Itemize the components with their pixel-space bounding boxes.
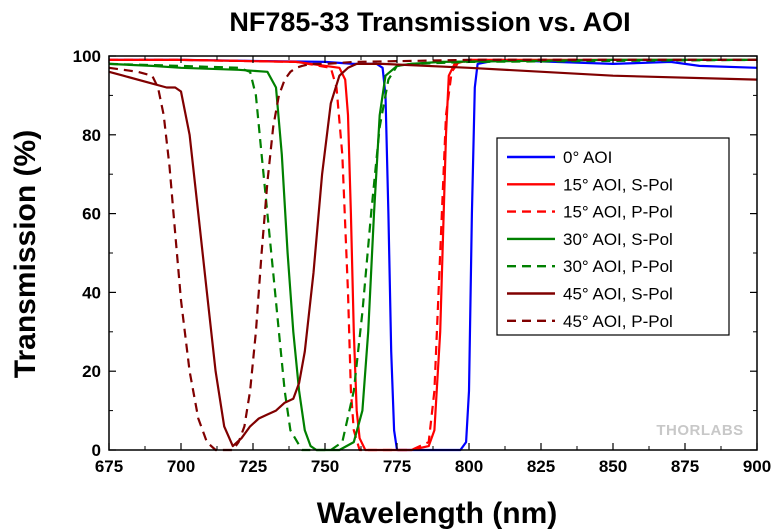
legend: 0° AOI 15° AOI, S-Pol 15° AOI, P-Pol 30° AO… <box>496 137 730 336</box>
legend-items: 0° AOI 15° AOI, S-Pol 15° AOI, P-Pol 30° AO… <box>507 148 673 331</box>
legend-box <box>496 137 730 336</box>
x-tick-label-2: 725 <box>239 457 267 476</box>
series-line-5 <box>108 62 758 448</box>
chart-title: NF785-33 Transmission vs. AOI <box>229 7 630 37</box>
legend-label-2: 15° AOI, P-Pol <box>563 203 673 222</box>
series-line-6 <box>108 58 757 452</box>
x-tick-label-7: 850 <box>599 457 627 476</box>
x-tick-label-5: 800 <box>455 457 483 476</box>
y-tick-label-5: 100 <box>73 47 101 66</box>
ticks-layer: 675 700 725 750 775 800 825 850 875 900 0 20 40 60 80 1… <box>73 47 772 476</box>
x-tick-label-9: 900 <box>743 457 771 476</box>
y-tick-label-1: 20 <box>82 362 101 381</box>
x-tick-label-1: 700 <box>167 457 195 476</box>
x-axis-label: Wavelength (nm) <box>317 497 558 530</box>
x-tick-label-6: 825 <box>527 457 555 476</box>
y-tick-label-2: 40 <box>82 283 101 302</box>
y-tick-label-0: 0 <box>92 441 101 460</box>
x-tick-label-4: 775 <box>383 457 411 476</box>
series-line-4 <box>108 58 758 452</box>
x-tick-label-3: 750 <box>311 457 339 476</box>
watermark: THORLABS <box>656 422 743 439</box>
legend-label-5: 45° AOI, S-Pol <box>563 285 673 304</box>
legend-label-6: 45° AOI, P-Pol <box>563 312 673 331</box>
legend-label-3: 30° AOI, S-Pol <box>563 230 673 249</box>
x-tick-label-8: 875 <box>671 457 699 476</box>
legend-label-4: 30° AOI, P-Pol <box>563 257 673 276</box>
y-tick-label-3: 60 <box>82 205 101 224</box>
y-tick-label-4: 80 <box>82 126 101 145</box>
x-tick-label-0: 675 <box>95 457 123 476</box>
legend-label-0: 0° AOI <box>563 148 612 167</box>
legend-label-1: 15° AOI, S-Pol <box>563 175 673 194</box>
y-axis-label: Transmission (%) <box>9 130 42 378</box>
